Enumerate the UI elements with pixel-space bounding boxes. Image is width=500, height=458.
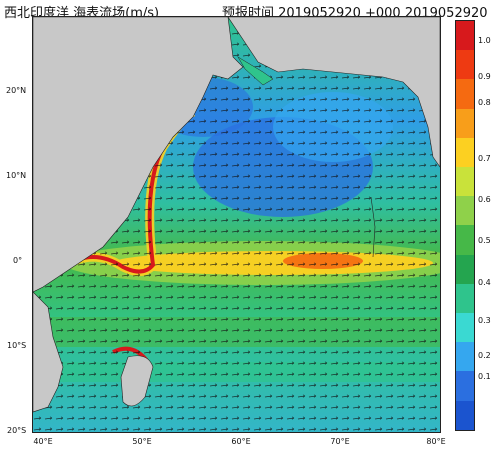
lon-label-70e: 70°E [330,437,350,446]
colorbar-label: 0.7 [478,154,491,163]
land-east-africa [33,291,64,413]
colorbar-label: 0.1 [478,372,491,381]
colorbar-segment [456,79,474,109]
colorbar-segment [456,167,474,197]
current-field-map [32,16,441,433]
colorbar-segment [456,196,474,226]
colorbar-segment [456,108,474,138]
land-madagascar [120,355,154,407]
colorbar-segment [456,400,474,430]
colorbar-label: 0.9 [478,72,491,81]
colorbar-label: 0.2 [478,351,491,360]
land-asia [227,17,440,168]
lon-label-80e: 80°E [426,437,446,446]
colorbar-segment [456,225,474,255]
maldives-islands [370,196,376,258]
lat-label-20n: 20°N [6,86,27,95]
colorbar-segment [456,283,474,314]
current-map-svg [33,17,440,432]
colorbar-segment [456,313,474,343]
colorbar-segment [456,254,474,284]
colorbar-segment [456,50,474,80]
lon-label-50e: 50°E [132,437,152,446]
lon-label-60e: 60°E [231,437,251,446]
land-arabia-africa [33,17,244,293]
lat-label-10s: 10°S [7,341,27,350]
lat-label-0: 0° [13,256,23,265]
colorbar-label: 0.5 [478,236,491,245]
lon-label-40e: 40°E [33,437,53,446]
lat-label-20s: 20°S [7,426,27,435]
colorbar-label: 0.4 [478,278,491,287]
colorbar-label: 0.3 [478,316,491,325]
colorbar-segment [456,342,474,372]
lat-label-10n: 10°N [6,171,27,180]
colorbar-label: 0.6 [478,195,491,204]
colorbar-segment [456,371,474,401]
colorbar-segment [456,21,474,51]
gulf-of-oman [237,56,274,86]
colorbar-segment [456,137,474,168]
colorbar-label: 0.8 [478,98,491,107]
speed-colorbar [455,20,475,431]
colorbar-label: 1.0 [478,36,491,45]
